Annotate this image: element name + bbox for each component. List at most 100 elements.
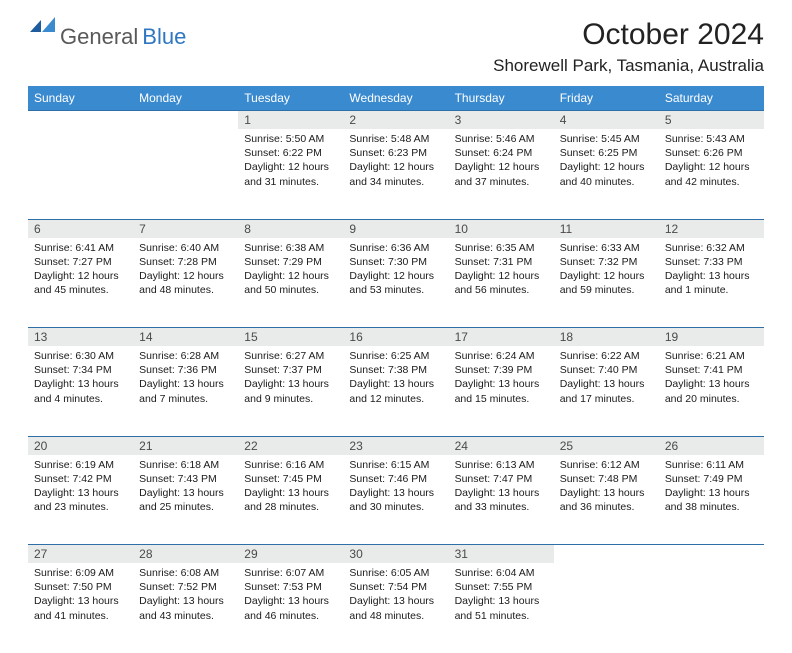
day-body-cell: Sunrise: 6:07 AMSunset: 7:53 PMDaylight:… [238, 563, 343, 653]
sunset-line: Sunset: 7:40 PM [560, 363, 653, 377]
sunset-line: Sunset: 6:25 PM [560, 146, 653, 160]
sunset-line: Sunset: 7:43 PM [139, 472, 232, 486]
day-number-cell: 24 [449, 436, 554, 455]
day-number-cell: 3 [449, 111, 554, 130]
page-title: October 2024 [493, 18, 764, 52]
day-body-row: Sunrise: 6:09 AMSunset: 7:50 PMDaylight:… [28, 563, 764, 653]
sunset-line: Sunset: 7:50 PM [34, 580, 127, 594]
sunrise-line: Sunrise: 6:04 AM [455, 566, 548, 580]
day-number-row: 20212223242526 [28, 436, 764, 455]
sunrise-line: Sunrise: 6:16 AM [244, 458, 337, 472]
day-body-cell [659, 563, 764, 653]
sunset-line: Sunset: 7:54 PM [349, 580, 442, 594]
sunrise-line: Sunrise: 6:36 AM [349, 241, 442, 255]
day-body-cell: Sunrise: 5:43 AMSunset: 6:26 PMDaylight:… [659, 129, 764, 219]
sunrise-line: Sunrise: 5:46 AM [455, 132, 548, 146]
sunrise-line: Sunrise: 5:50 AM [244, 132, 337, 146]
sunset-line: Sunset: 7:48 PM [560, 472, 653, 486]
day-number-cell [554, 545, 659, 564]
day-body-cell: Sunrise: 6:41 AMSunset: 7:27 PMDaylight:… [28, 238, 133, 328]
day-number-cell: 12 [659, 219, 764, 238]
daylight-line: Daylight: 13 hours and 17 minutes. [560, 377, 653, 405]
day-number-cell: 29 [238, 545, 343, 564]
day-body-cell: Sunrise: 6:19 AMSunset: 7:42 PMDaylight:… [28, 455, 133, 545]
sunset-line: Sunset: 7:55 PM [455, 580, 548, 594]
weekday-header-row: Sunday Monday Tuesday Wednesday Thursday… [28, 86, 764, 111]
sunrise-line: Sunrise: 6:28 AM [139, 349, 232, 363]
day-body-cell: Sunrise: 6:30 AMSunset: 7:34 PMDaylight:… [28, 346, 133, 436]
daylight-line: Daylight: 13 hours and 1 minute. [665, 269, 758, 297]
day-number-cell: 5 [659, 111, 764, 130]
day-body-cell: Sunrise: 6:08 AMSunset: 7:52 PMDaylight:… [133, 563, 238, 653]
daylight-line: Daylight: 12 hours and 56 minutes. [455, 269, 548, 297]
sunset-line: Sunset: 6:26 PM [665, 146, 758, 160]
daylight-line: Daylight: 13 hours and 20 minutes. [665, 377, 758, 405]
calendar-table: Sunday Monday Tuesday Wednesday Thursday… [28, 86, 764, 653]
day-body-cell: Sunrise: 6:18 AMSunset: 7:43 PMDaylight:… [133, 455, 238, 545]
daylight-line: Daylight: 13 hours and 23 minutes. [34, 486, 127, 514]
daylight-line: Daylight: 13 hours and 36 minutes. [560, 486, 653, 514]
day-body-cell: Sunrise: 6:16 AMSunset: 7:45 PMDaylight:… [238, 455, 343, 545]
day-body-cell: Sunrise: 6:38 AMSunset: 7:29 PMDaylight:… [238, 238, 343, 328]
day-body-cell: Sunrise: 6:04 AMSunset: 7:55 PMDaylight:… [449, 563, 554, 653]
daylight-line: Daylight: 12 hours and 45 minutes. [34, 269, 127, 297]
sunset-line: Sunset: 7:49 PM [665, 472, 758, 486]
day-number-cell: 2 [343, 111, 448, 130]
day-number-cell: 1 [238, 111, 343, 130]
day-number-cell: 11 [554, 219, 659, 238]
day-number-cell: 4 [554, 111, 659, 130]
brand-text-2: Blue [142, 24, 186, 50]
day-body-cell: Sunrise: 6:21 AMSunset: 7:41 PMDaylight:… [659, 346, 764, 436]
daylight-line: Daylight: 13 hours and 38 minutes. [665, 486, 758, 514]
daylight-line: Daylight: 13 hours and 12 minutes. [349, 377, 442, 405]
day-number-cell: 27 [28, 545, 133, 564]
daylight-line: Daylight: 13 hours and 51 minutes. [455, 594, 548, 622]
daylight-line: Daylight: 13 hours and 25 minutes. [139, 486, 232, 514]
sunrise-line: Sunrise: 6:12 AM [560, 458, 653, 472]
sunset-line: Sunset: 7:37 PM [244, 363, 337, 377]
sunrise-line: Sunrise: 6:07 AM [244, 566, 337, 580]
day-body-row: Sunrise: 5:50 AMSunset: 6:22 PMDaylight:… [28, 129, 764, 219]
sunrise-line: Sunrise: 6:32 AM [665, 241, 758, 255]
logo-triangles-icon [30, 16, 56, 34]
daylight-line: Daylight: 12 hours and 48 minutes. [139, 269, 232, 297]
sunset-line: Sunset: 7:31 PM [455, 255, 548, 269]
day-body-cell: Sunrise: 6:11 AMSunset: 7:49 PMDaylight:… [659, 455, 764, 545]
sunrise-line: Sunrise: 6:05 AM [349, 566, 442, 580]
sunset-line: Sunset: 7:52 PM [139, 580, 232, 594]
sunset-line: Sunset: 7:33 PM [665, 255, 758, 269]
sunrise-line: Sunrise: 6:15 AM [349, 458, 442, 472]
day-body-row: Sunrise: 6:19 AMSunset: 7:42 PMDaylight:… [28, 455, 764, 545]
sunrise-line: Sunrise: 6:21 AM [665, 349, 758, 363]
weekday-header: Saturday [659, 86, 764, 111]
daylight-line: Daylight: 13 hours and 15 minutes. [455, 377, 548, 405]
title-block: October 2024 Shorewell Park, Tasmania, A… [493, 18, 764, 76]
day-number-cell: 22 [238, 436, 343, 455]
day-body-cell: Sunrise: 6:25 AMSunset: 7:38 PMDaylight:… [343, 346, 448, 436]
sunrise-line: Sunrise: 6:41 AM [34, 241, 127, 255]
brand-logo: General Blue [28, 24, 186, 50]
sunset-line: Sunset: 7:28 PM [139, 255, 232, 269]
page: General Blue October 2024 Shorewell Park… [0, 0, 792, 653]
sunrise-line: Sunrise: 5:45 AM [560, 132, 653, 146]
day-number-cell: 7 [133, 219, 238, 238]
sunrise-line: Sunrise: 6:30 AM [34, 349, 127, 363]
day-body-cell: Sunrise: 6:22 AMSunset: 7:40 PMDaylight:… [554, 346, 659, 436]
day-number-cell: 31 [449, 545, 554, 564]
weekday-header: Thursday [449, 86, 554, 111]
sunrise-line: Sunrise: 5:48 AM [349, 132, 442, 146]
day-body-cell: Sunrise: 5:50 AMSunset: 6:22 PMDaylight:… [238, 129, 343, 219]
day-number-row: 12345 [28, 111, 764, 130]
day-body-cell: Sunrise: 6:40 AMSunset: 7:28 PMDaylight:… [133, 238, 238, 328]
sunrise-line: Sunrise: 6:40 AM [139, 241, 232, 255]
day-number-cell: 14 [133, 328, 238, 347]
sunset-line: Sunset: 6:22 PM [244, 146, 337, 160]
day-body-cell: Sunrise: 6:28 AMSunset: 7:36 PMDaylight:… [133, 346, 238, 436]
logo-shapes [30, 16, 56, 39]
day-body-cell: Sunrise: 6:15 AMSunset: 7:46 PMDaylight:… [343, 455, 448, 545]
day-body-cell: Sunrise: 6:27 AMSunset: 7:37 PMDaylight:… [238, 346, 343, 436]
daylight-line: Daylight: 12 hours and 31 minutes. [244, 160, 337, 188]
day-number-cell: 26 [659, 436, 764, 455]
day-body-cell: Sunrise: 6:36 AMSunset: 7:30 PMDaylight:… [343, 238, 448, 328]
sunrise-line: Sunrise: 6:27 AM [244, 349, 337, 363]
